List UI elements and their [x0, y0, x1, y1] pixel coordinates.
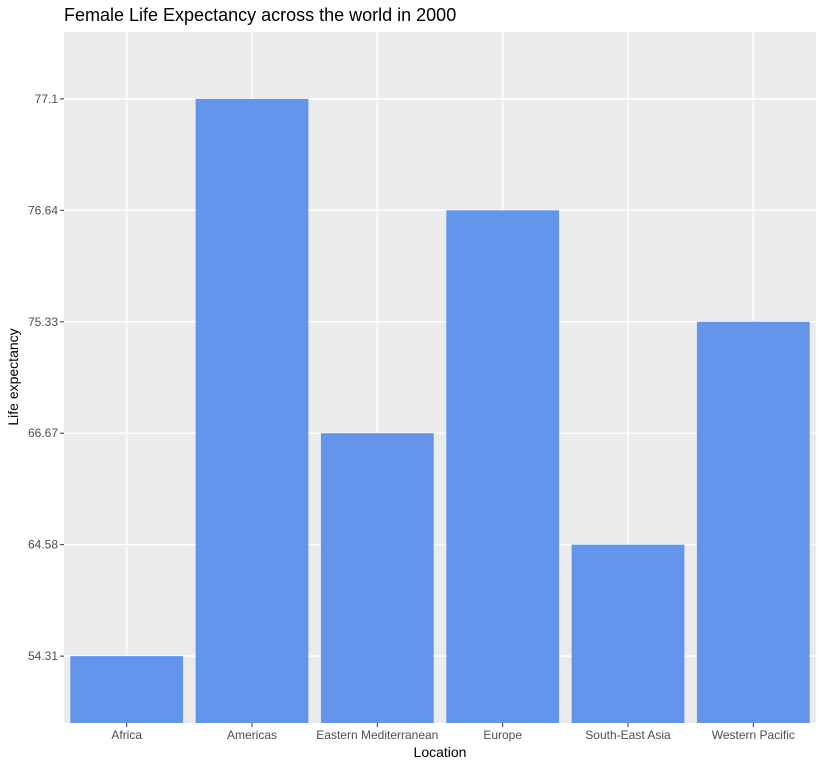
y-axis-ticks: 54.31 64.58 66.67 75.33 76.64 77.1 [28, 92, 64, 663]
bar [320, 433, 434, 723]
y-tick-label: 75.33 [28, 315, 58, 329]
bar [446, 210, 560, 724]
plot-panel [64, 32, 816, 723]
y-tick-label: 76.64 [28, 203, 58, 217]
bar [571, 544, 685, 723]
x-tick-label: Eastern Mediterranean [316, 728, 438, 742]
y-tick-label: 64.58 [28, 538, 58, 552]
x-tick-label: Western Pacific [712, 728, 795, 742]
x-axis-ticks: Africa Americas Eastern Mediterranean Europ… [111, 723, 795, 742]
y-tick-label: 77.1 [35, 92, 59, 106]
bar [696, 321, 810, 723]
x-tick-label: South-East Asia [585, 728, 671, 742]
y-tick-label: 66.67 [28, 426, 58, 440]
chart-title: Female Life Expectancy across the world … [64, 5, 456, 25]
x-tick-label: Europe [483, 728, 522, 742]
y-axis-title: Life expectancy [5, 328, 21, 425]
x-tick-label: Americas [227, 728, 277, 742]
bars [70, 98, 810, 724]
bar [195, 98, 309, 723]
y-tick-label: 54.31 [28, 649, 58, 663]
y-gridlines [64, 98, 816, 657]
x-tick-label: Africa [111, 728, 142, 742]
bar [70, 656, 184, 723]
x-axis-title: Location [414, 744, 467, 760]
